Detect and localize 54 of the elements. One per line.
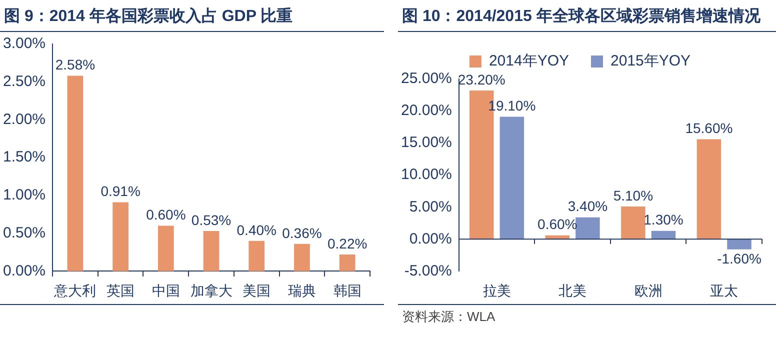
data-label: 0.40% <box>236 222 276 238</box>
data-label: 5.10% <box>613 187 654 204</box>
bar <box>727 239 752 250</box>
data-label: 0.36% <box>282 224 322 241</box>
x-tick-label: 中国 <box>152 282 180 298</box>
y-tick-label: 0.00% <box>409 230 452 248</box>
data-label: 3.40% <box>568 198 608 214</box>
text: 资料来源：WLA <box>402 309 496 324</box>
y-tick-label: 1.00% <box>2 186 46 204</box>
y-tick-label: 0.50% <box>2 224 46 242</box>
y-tick-label: 25.00% <box>401 70 452 88</box>
data-label: 15.60% <box>685 120 733 136</box>
x-tick-label: 韩国 <box>333 282 362 298</box>
data-label: 23.20% <box>458 71 506 88</box>
y-tick-label: 20.00% <box>401 102 452 120</box>
chart-title: 图 9：2014 年各国彩票收入占 GDP 比重 <box>0 0 384 32</box>
x-tick-label: 加拿大 <box>190 282 232 298</box>
bar <box>203 231 220 272</box>
data-label: 0.60% <box>146 206 186 223</box>
x-tick-label: 美国 <box>242 282 271 298</box>
data-label: 0.53% <box>191 212 232 228</box>
x-tick-label: 意大利 <box>53 282 96 298</box>
x-tick-label: 欧洲 <box>634 282 662 298</box>
y-tick-label: 5.00% <box>409 198 452 216</box>
bar <box>576 217 600 240</box>
bar <box>158 226 174 272</box>
x-tick-label: 英国 <box>106 282 135 298</box>
y-tick-label: 3.00% <box>2 35 46 52</box>
data-label: -1.60% <box>717 250 762 266</box>
y-tick-label: 2.50% <box>2 73 46 90</box>
x-tick-label: 拉美 <box>482 282 511 298</box>
x-tick-label: 亚太 <box>710 282 738 298</box>
y-tick-label: 10.00% <box>401 166 452 184</box>
legend-label: 2014年YOY <box>488 52 569 70</box>
chart-title: 图 10：2014/2015 年全球各区域彩票销售增速情况 <box>398 0 776 32</box>
y-tick-label: 2.00% <box>2 110 46 128</box>
bar <box>112 202 128 272</box>
y-tick-label: 1.50% <box>2 148 46 166</box>
x-tick-label: 北美 <box>558 282 587 298</box>
y-tick-label: -5.00% <box>404 262 452 280</box>
y-tick-label: 15.00% <box>401 134 452 152</box>
x-tick-label: 瑞典 <box>288 282 316 298</box>
bar <box>500 116 524 240</box>
y-tick-label: 0.00% <box>2 262 46 280</box>
bar <box>696 139 722 240</box>
bar <box>294 244 310 272</box>
data-label: 0.22% <box>327 235 368 252</box>
data-label: 2.58% <box>55 56 96 73</box>
bar <box>67 76 84 272</box>
bar <box>339 254 356 272</box>
legend-label: 2015年YOY <box>610 52 691 70</box>
bar <box>248 240 265 272</box>
data-label: 0.91% <box>100 183 140 200</box>
bar <box>621 206 646 240</box>
